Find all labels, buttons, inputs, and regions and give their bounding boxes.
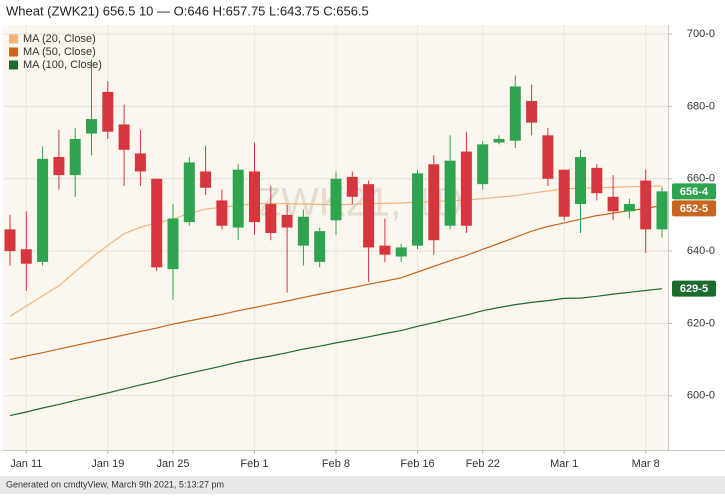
x-tick-label: Jan 11 (10, 458, 42, 470)
y-tick-label: 700-0 (687, 28, 715, 40)
candle-body (314, 231, 326, 262)
x-tick-label: Mar 1 (550, 458, 578, 470)
y-tick-label: 660-0 (687, 173, 715, 185)
candle-body (379, 245, 391, 255)
price-tag-box (672, 280, 716, 297)
price-tag-label: 656-4 (680, 186, 709, 198)
candle-body (216, 200, 228, 226)
candle-body (232, 169, 244, 228)
x-tick-label: Feb 1 (240, 458, 268, 470)
y-axis-area (668, 25, 725, 450)
price-tag-label: 629-5 (680, 283, 708, 295)
candle-body (656, 191, 668, 230)
candle-body (183, 162, 195, 223)
candle-body (265, 204, 277, 233)
legend-label: MA (20, Close) (23, 33, 96, 45)
candle-body (428, 164, 440, 241)
price-tag-box (672, 183, 716, 200)
price-tag: 652-5 (672, 200, 716, 217)
candle-body (297, 216, 309, 246)
x-tick-label: Mar 8 (632, 458, 660, 470)
legend-label: MA (100, Close) (23, 59, 102, 71)
x-tick-label: Feb 16 (400, 458, 434, 470)
ma-line (9, 204, 663, 361)
plot-layer: 600-0 620-0 640-0 660-0 680-0 700-0 Jan 11 Jan … (3, 25, 716, 470)
candle-body (477, 144, 489, 185)
x-tick-label: Jan 25 (156, 458, 189, 470)
y-tick-label: 600-0 (687, 390, 715, 402)
candle-body (591, 167, 603, 194)
candle-body (395, 247, 407, 257)
footer: Generated on cmdtyView, March 9th 2021, … (6, 479, 224, 489)
footer-bar (0, 476, 725, 494)
candle-body (134, 153, 146, 172)
candle-body (623, 204, 635, 212)
candle-body (86, 119, 97, 134)
candle-body (509, 86, 521, 141)
candle-body (118, 124, 130, 150)
candle-body (151, 178, 163, 268)
chart-title: Wheat (ZWK21) 656.5 10 — O:646 H:657.75 … (6, 3, 369, 18)
candle-body (363, 184, 375, 248)
y-tick-label: 620-0 (687, 317, 715, 329)
x-tick-label: Feb 8 (322, 458, 350, 470)
price-tag-label: 652-5 (680, 203, 708, 215)
candle-body (526, 100, 538, 123)
y-tick-label: 680-0 (687, 100, 715, 112)
candle-body (542, 135, 554, 179)
y-tick-label: 640-0 (687, 245, 715, 257)
candle-body (167, 218, 179, 270)
ma-line (9, 288, 663, 417)
legend-label: MA (50, Close) (23, 46, 96, 58)
candle-body (460, 151, 472, 226)
candle-body (493, 138, 505, 143)
candle-body (346, 176, 358, 197)
candle-body (4, 229, 16, 252)
legend-swatch (9, 60, 18, 70)
candle-body (53, 157, 65, 176)
candle-body (444, 160, 456, 226)
x-tick-label: Feb 22 (466, 458, 500, 470)
price-tag: 629-5 (672, 280, 716, 297)
candle-body (249, 171, 260, 223)
candle-body (330, 178, 342, 221)
candle-body (69, 138, 81, 176)
candle-body (281, 214, 293, 228)
candle-body (575, 157, 586, 205)
candle-body (20, 249, 32, 264)
legend-swatch (9, 34, 18, 44)
legend-swatch (9, 47, 18, 57)
candle-body (558, 169, 570, 217)
price-tag-box (672, 200, 716, 217)
candle-body (102, 91, 114, 132)
x-tick-label: Jan 19 (91, 458, 124, 470)
candle-body (37, 158, 49, 262)
candle-body (412, 173, 423, 246)
candle-body (607, 196, 619, 212)
candle-body (200, 171, 212, 188)
candle-body (640, 180, 652, 230)
price-tag: 656-4 (672, 183, 716, 200)
